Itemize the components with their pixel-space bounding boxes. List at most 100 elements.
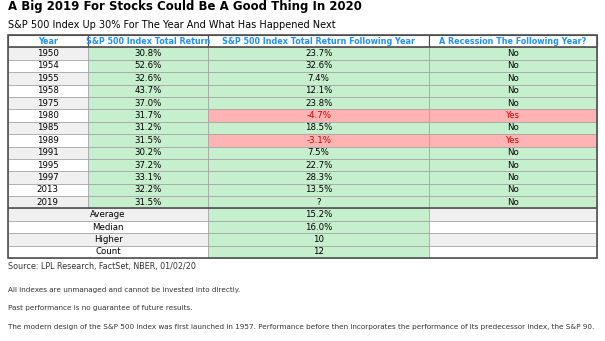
Text: No: No xyxy=(507,49,519,58)
FancyBboxPatch shape xyxy=(208,97,429,109)
FancyBboxPatch shape xyxy=(8,60,88,72)
FancyBboxPatch shape xyxy=(88,122,208,134)
Text: ?: ? xyxy=(316,198,321,207)
Text: 31.5%: 31.5% xyxy=(134,136,162,145)
Text: 31.2%: 31.2% xyxy=(134,123,162,132)
Text: 12: 12 xyxy=(313,247,324,256)
Text: Past performance is no guarantee of future results.: Past performance is no guarantee of futu… xyxy=(8,305,192,311)
Text: 1958: 1958 xyxy=(37,86,59,95)
FancyBboxPatch shape xyxy=(88,134,208,147)
Text: No: No xyxy=(507,61,519,71)
Text: 1975: 1975 xyxy=(37,99,59,108)
Text: No: No xyxy=(507,148,519,157)
FancyBboxPatch shape xyxy=(208,85,429,97)
Text: Higher: Higher xyxy=(94,235,122,244)
FancyBboxPatch shape xyxy=(88,47,208,60)
FancyBboxPatch shape xyxy=(8,147,88,159)
FancyBboxPatch shape xyxy=(208,196,429,208)
Text: No: No xyxy=(507,99,519,108)
FancyBboxPatch shape xyxy=(429,233,597,246)
Text: No: No xyxy=(507,173,519,182)
FancyBboxPatch shape xyxy=(8,208,208,221)
Text: 31.7%: 31.7% xyxy=(134,111,162,120)
Text: Median: Median xyxy=(93,223,124,232)
Text: Source: LPL Research, FactSet, NBER, 01/02/20: Source: LPL Research, FactSet, NBER, 01/… xyxy=(8,262,196,271)
Text: 1997: 1997 xyxy=(37,173,59,182)
Text: 16.0%: 16.0% xyxy=(305,223,332,232)
Text: No: No xyxy=(507,74,519,83)
Text: 23.8%: 23.8% xyxy=(305,99,332,108)
FancyBboxPatch shape xyxy=(8,134,88,147)
Text: No: No xyxy=(507,86,519,95)
Text: 43.7%: 43.7% xyxy=(134,86,162,95)
Text: 37.0%: 37.0% xyxy=(134,99,162,108)
Text: 32.6%: 32.6% xyxy=(305,61,332,71)
FancyBboxPatch shape xyxy=(429,85,597,97)
FancyBboxPatch shape xyxy=(208,72,429,85)
FancyBboxPatch shape xyxy=(208,47,429,60)
Text: -3.1%: -3.1% xyxy=(306,136,331,145)
FancyBboxPatch shape xyxy=(429,221,597,233)
FancyBboxPatch shape xyxy=(208,35,429,47)
Text: 1950: 1950 xyxy=(37,49,59,58)
FancyBboxPatch shape xyxy=(8,35,88,47)
Text: 30.8%: 30.8% xyxy=(134,49,162,58)
FancyBboxPatch shape xyxy=(208,60,429,72)
FancyBboxPatch shape xyxy=(429,97,597,109)
FancyBboxPatch shape xyxy=(429,35,597,47)
Text: S&P 500 Index Up 30% For The Year And What Has Happened Next: S&P 500 Index Up 30% For The Year And Wh… xyxy=(8,20,336,30)
Text: 7.5%: 7.5% xyxy=(308,148,330,157)
FancyBboxPatch shape xyxy=(429,208,597,221)
FancyBboxPatch shape xyxy=(88,171,208,184)
Text: S&P 500 Index Total Return: S&P 500 Index Total Return xyxy=(86,37,210,46)
Text: 37.2%: 37.2% xyxy=(134,161,162,169)
FancyBboxPatch shape xyxy=(429,122,597,134)
FancyBboxPatch shape xyxy=(429,159,597,171)
FancyBboxPatch shape xyxy=(208,109,429,122)
Text: 52.6%: 52.6% xyxy=(134,61,162,71)
Text: A Big 2019 For Stocks Could Be A Good Thing In 2020: A Big 2019 For Stocks Could Be A Good Th… xyxy=(8,0,362,13)
FancyBboxPatch shape xyxy=(88,35,208,47)
FancyBboxPatch shape xyxy=(8,122,88,134)
FancyBboxPatch shape xyxy=(429,147,597,159)
Text: 12.1%: 12.1% xyxy=(305,86,332,95)
FancyBboxPatch shape xyxy=(208,233,429,246)
Text: All indexes are unmanaged and cannot be invested into directly.: All indexes are unmanaged and cannot be … xyxy=(8,287,240,293)
FancyBboxPatch shape xyxy=(8,159,88,171)
FancyBboxPatch shape xyxy=(8,47,88,60)
FancyBboxPatch shape xyxy=(429,72,597,85)
FancyBboxPatch shape xyxy=(8,109,88,122)
Text: 30.2%: 30.2% xyxy=(134,148,162,157)
Text: 10: 10 xyxy=(313,235,324,244)
FancyBboxPatch shape xyxy=(208,147,429,159)
Text: 28.3%: 28.3% xyxy=(305,173,332,182)
FancyBboxPatch shape xyxy=(88,109,208,122)
FancyBboxPatch shape xyxy=(88,60,208,72)
Text: 32.6%: 32.6% xyxy=(134,74,162,83)
FancyBboxPatch shape xyxy=(208,122,429,134)
Text: 23.7%: 23.7% xyxy=(305,49,332,58)
FancyBboxPatch shape xyxy=(429,134,597,147)
FancyBboxPatch shape xyxy=(88,159,208,171)
FancyBboxPatch shape xyxy=(8,184,88,196)
FancyBboxPatch shape xyxy=(8,72,88,85)
FancyBboxPatch shape xyxy=(8,97,88,109)
Text: 1955: 1955 xyxy=(37,74,59,83)
FancyBboxPatch shape xyxy=(208,134,429,147)
FancyBboxPatch shape xyxy=(429,246,597,258)
Text: No: No xyxy=(507,123,519,132)
Text: Yes: Yes xyxy=(506,136,520,145)
Text: Average: Average xyxy=(90,210,126,219)
Text: 13.5%: 13.5% xyxy=(305,186,332,194)
FancyBboxPatch shape xyxy=(429,171,597,184)
FancyBboxPatch shape xyxy=(429,60,597,72)
Text: No: No xyxy=(507,186,519,194)
Text: A Recession The Following Year?: A Recession The Following Year? xyxy=(439,37,587,46)
FancyBboxPatch shape xyxy=(429,184,597,196)
FancyBboxPatch shape xyxy=(208,159,429,171)
Text: 31.5%: 31.5% xyxy=(134,198,162,207)
Text: 15.2%: 15.2% xyxy=(305,210,332,219)
Text: 1989: 1989 xyxy=(37,136,59,145)
Text: 1991: 1991 xyxy=(37,148,59,157)
Text: 1995: 1995 xyxy=(37,161,59,169)
